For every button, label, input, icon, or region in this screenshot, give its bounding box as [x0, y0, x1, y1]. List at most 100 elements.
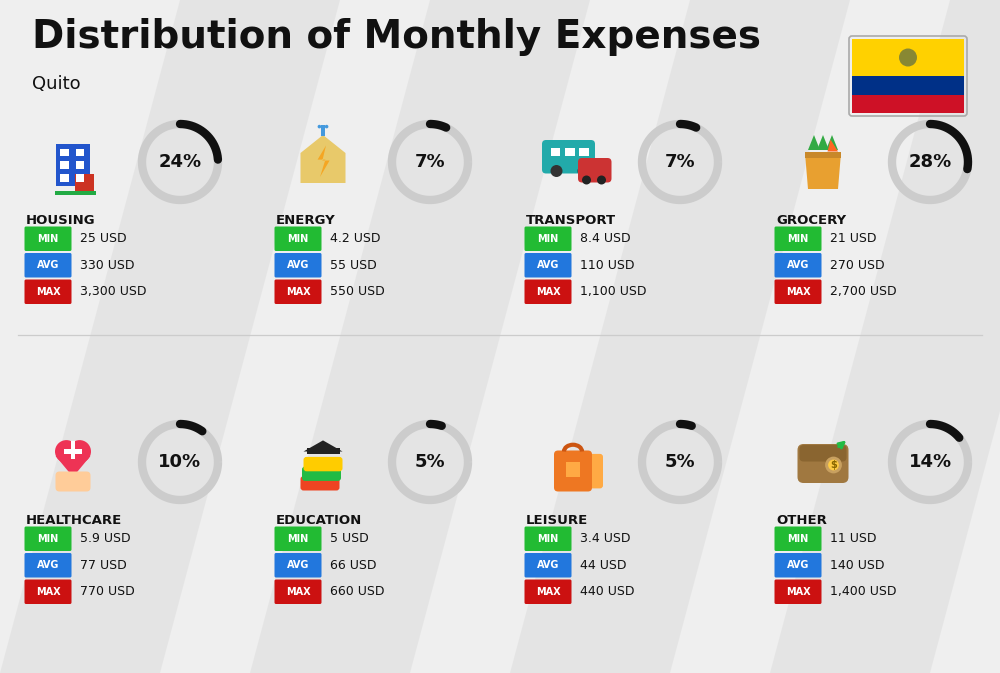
Text: 55 USD: 55 USD — [330, 258, 377, 272]
Text: AVG: AVG — [787, 560, 809, 570]
Text: MIN: MIN — [537, 234, 559, 244]
FancyBboxPatch shape — [524, 279, 572, 304]
Text: 7%: 7% — [665, 153, 695, 171]
FancyBboxPatch shape — [574, 454, 603, 489]
Text: AVG: AVG — [37, 560, 59, 570]
FancyBboxPatch shape — [774, 553, 822, 577]
FancyBboxPatch shape — [566, 462, 580, 477]
Text: 140 USD: 140 USD — [830, 559, 884, 572]
Text: MAX: MAX — [786, 587, 810, 597]
FancyBboxPatch shape — [274, 253, 322, 277]
Text: AVG: AVG — [37, 260, 59, 271]
Text: Quito: Quito — [32, 75, 81, 93]
Text: 550 USD: 550 USD — [330, 285, 385, 298]
Text: 1,100 USD: 1,100 USD — [580, 285, 646, 298]
Text: MAX: MAX — [286, 587, 310, 597]
Text: $: $ — [830, 460, 837, 470]
Polygon shape — [250, 0, 590, 673]
FancyBboxPatch shape — [798, 444, 849, 483]
Text: OTHER: OTHER — [776, 514, 827, 527]
Polygon shape — [808, 135, 820, 150]
Circle shape — [55, 440, 78, 463]
FancyBboxPatch shape — [274, 553, 322, 577]
Text: Distribution of Monthly Expenses: Distribution of Monthly Expenses — [32, 18, 761, 56]
FancyBboxPatch shape — [852, 76, 964, 94]
Text: 5%: 5% — [665, 453, 695, 471]
FancyBboxPatch shape — [579, 147, 589, 156]
FancyBboxPatch shape — [578, 158, 611, 182]
Text: AVG: AVG — [287, 260, 309, 271]
Text: 110 USD: 110 USD — [580, 258, 635, 272]
Polygon shape — [318, 145, 330, 177]
FancyBboxPatch shape — [524, 579, 572, 604]
FancyBboxPatch shape — [76, 149, 84, 156]
Text: MAX: MAX — [36, 287, 60, 297]
Text: MIN: MIN — [37, 534, 59, 544]
Polygon shape — [0, 0, 340, 673]
FancyBboxPatch shape — [565, 147, 574, 156]
Text: 330 USD: 330 USD — [80, 258, 134, 272]
Polygon shape — [805, 153, 841, 189]
Text: HOUSING: HOUSING — [26, 214, 96, 227]
Text: MIN: MIN — [287, 234, 309, 244]
FancyBboxPatch shape — [71, 441, 75, 459]
FancyBboxPatch shape — [60, 149, 69, 156]
Text: AVG: AVG — [537, 260, 559, 271]
Circle shape — [325, 125, 328, 129]
Text: 10%: 10% — [158, 453, 202, 471]
FancyBboxPatch shape — [76, 174, 84, 182]
Text: AVG: AVG — [787, 260, 809, 271]
FancyBboxPatch shape — [554, 450, 592, 491]
Polygon shape — [301, 135, 346, 183]
Text: MAX: MAX — [286, 287, 310, 297]
Polygon shape — [510, 0, 850, 673]
Text: 8.4 USD: 8.4 USD — [580, 232, 631, 245]
FancyBboxPatch shape — [774, 253, 822, 277]
FancyBboxPatch shape — [55, 190, 96, 195]
Text: 24%: 24% — [158, 153, 202, 171]
Text: LEISURE: LEISURE — [526, 514, 588, 527]
FancyBboxPatch shape — [805, 151, 841, 157]
FancyBboxPatch shape — [24, 526, 72, 551]
FancyBboxPatch shape — [24, 253, 72, 277]
FancyBboxPatch shape — [274, 579, 322, 604]
FancyBboxPatch shape — [774, 579, 822, 604]
Text: MIN: MIN — [787, 534, 809, 544]
FancyBboxPatch shape — [307, 448, 340, 454]
FancyBboxPatch shape — [24, 553, 72, 577]
FancyBboxPatch shape — [800, 445, 846, 462]
Text: 44 USD: 44 USD — [580, 559, 626, 572]
Circle shape — [318, 125, 321, 129]
FancyBboxPatch shape — [321, 125, 325, 135]
Text: MAX: MAX — [536, 587, 560, 597]
Text: MIN: MIN — [787, 234, 809, 244]
Text: TRANSPORT: TRANSPORT — [526, 214, 616, 227]
Text: 25 USD: 25 USD — [80, 232, 127, 245]
FancyBboxPatch shape — [24, 279, 72, 304]
FancyBboxPatch shape — [550, 147, 560, 156]
Circle shape — [578, 165, 590, 177]
FancyBboxPatch shape — [774, 279, 822, 304]
Polygon shape — [56, 456, 90, 477]
Circle shape — [597, 176, 606, 184]
FancyBboxPatch shape — [274, 227, 322, 251]
Text: 5%: 5% — [415, 453, 445, 471]
Text: AVG: AVG — [537, 560, 559, 570]
Text: 3.4 USD: 3.4 USD — [580, 532, 631, 545]
Text: MAX: MAX — [36, 587, 60, 597]
FancyBboxPatch shape — [542, 140, 595, 174]
FancyBboxPatch shape — [852, 94, 964, 113]
FancyBboxPatch shape — [64, 449, 82, 454]
Text: 5.9 USD: 5.9 USD — [80, 532, 131, 545]
Text: 77 USD: 77 USD — [80, 559, 127, 572]
FancyBboxPatch shape — [24, 579, 72, 604]
Text: 770 USD: 770 USD — [80, 586, 135, 598]
FancyBboxPatch shape — [304, 457, 343, 471]
FancyBboxPatch shape — [74, 174, 94, 194]
Polygon shape — [828, 139, 838, 151]
Text: GROCERY: GROCERY — [776, 214, 846, 227]
Text: HEALTHCARE: HEALTHCARE — [26, 514, 122, 527]
Text: 21 USD: 21 USD — [830, 232, 876, 245]
Polygon shape — [817, 135, 829, 150]
Text: AVG: AVG — [287, 560, 309, 570]
